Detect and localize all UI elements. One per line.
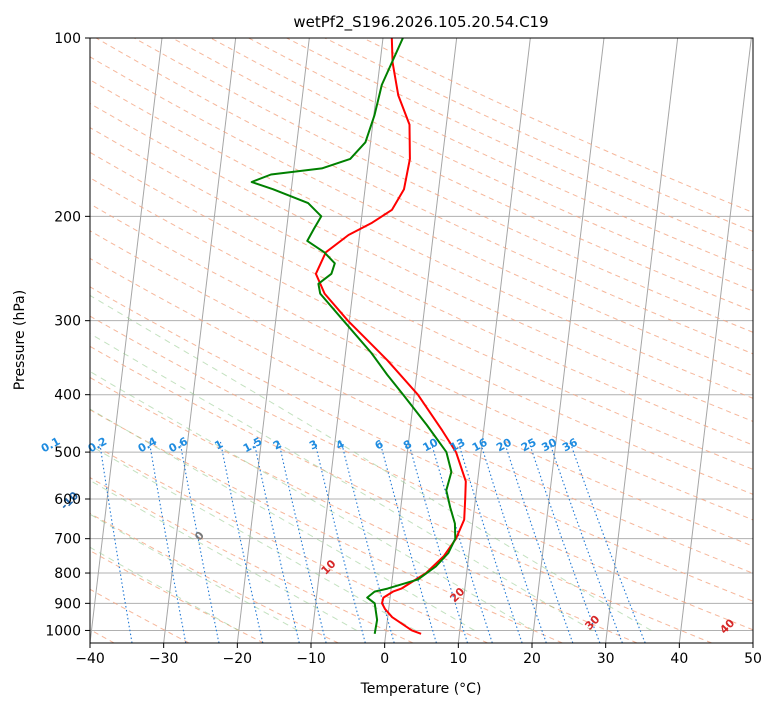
- moist-adiabat-line: [90, 444, 416, 631]
- isotherm-line: [605, 38, 679, 643]
- dry-adiabat-line: [90, 345, 712, 643]
- y-tick-label: 600: [54, 492, 81, 508]
- mixing-ratio-line: [148, 441, 187, 643]
- mixing-ratio-label: 36: [560, 436, 580, 455]
- dry-adiabat-line: [90, 512, 339, 643]
- x-tick-label: 40: [670, 651, 688, 667]
- isotherm-line: [457, 38, 531, 643]
- x-tick-label: 30: [597, 651, 615, 667]
- mixing-ratio-line: [340, 441, 395, 643]
- mixing-ratio-line: [528, 441, 601, 643]
- mixing-ratio-label: 10: [421, 436, 441, 455]
- isotherm-line: [236, 38, 310, 643]
- mixing-ratio-label: 16: [470, 436, 490, 455]
- mixing-ratio-line: [98, 441, 133, 643]
- mixing-ratio-line: [379, 441, 437, 643]
- y-tick-label: 900: [54, 596, 81, 612]
- x-tick-label: 50: [744, 651, 762, 667]
- dry-adiabat-line: [133, 38, 753, 333]
- mixing-ratio-line: [253, 441, 300, 643]
- x-tick-label: −20: [223, 651, 253, 667]
- y-tick-label: 400: [54, 388, 81, 404]
- x-tick-label: 20: [523, 651, 541, 667]
- mixing-ratio-label: 30: [539, 436, 559, 455]
- mixing-ratio-label: 20: [494, 436, 514, 455]
- y-axis-label: Pressure (hPa): [12, 290, 28, 390]
- dry-adiabat-line: [90, 151, 753, 470]
- dry-adiabat-line: [90, 177, 753, 495]
- dry-adiabat-line: [90, 550, 264, 643]
- profile-series: [250, 38, 467, 635]
- mixing-ratio-line: [314, 441, 366, 643]
- mixing-ratio-line: [179, 441, 220, 643]
- x-axis: −40 −30 −20 −10 0 10 20 30 40 50: [75, 643, 762, 667]
- y-tick-label: 1000: [45, 623, 81, 639]
- dry-adiabat-line: [90, 409, 563, 643]
- isotherm-line: [678, 38, 752, 643]
- x-axis-label: Temperature (°C): [360, 681, 482, 697]
- moist-adiabat-line: [90, 370, 534, 631]
- isotherm-line: [531, 38, 605, 643]
- dry-adiabat-line: [90, 286, 753, 602]
- temperature-profile-line: [314, 38, 467, 635]
- mixing-ratio-label: 13: [448, 436, 468, 455]
- y-tick-label: 500: [54, 445, 81, 461]
- y-tick-label: 800: [54, 566, 81, 582]
- mixing-ratio-line: [219, 441, 264, 643]
- mixing-ratio-line: [430, 441, 493, 643]
- mixing-ratio-line: [407, 441, 469, 643]
- isotherm-line: [163, 38, 237, 643]
- dry-adiabat-line: [90, 442, 488, 643]
- reference-lines: [90, 38, 753, 643]
- moist-adiabat-line: [90, 408, 475, 631]
- mixing-ratio-line: [548, 441, 623, 643]
- isotherm-line: [90, 38, 163, 643]
- y-tick-label: 300: [54, 314, 81, 330]
- y-tick-label: 700: [54, 532, 81, 548]
- x-tick-label: −30: [149, 651, 179, 667]
- dry-adiabat-line: [90, 230, 753, 547]
- dry-adiabat-line: [90, 376, 638, 643]
- moist-adiabat-line: [90, 294, 652, 631]
- x-tick-label: 0: [380, 651, 389, 667]
- dry-adiabat-line: [90, 56, 753, 377]
- dry-adiabat-line: [90, 257, 753, 574]
- isotherm-line: [310, 38, 384, 643]
- y-tick-label: 100: [54, 31, 81, 47]
- y-axis: 1000 900 800 700 600 500 400 300 200 100: [45, 31, 90, 639]
- mixing-ratio-label: 25: [519, 436, 539, 455]
- y-tick-label: 200: [54, 209, 81, 225]
- dewpoint-profile-line: [250, 38, 457, 634]
- mixing-ratio-line: [278, 441, 327, 643]
- x-tick-label: −40: [75, 651, 105, 667]
- x-tick-label: 10: [449, 651, 467, 667]
- dry-adiabat-line: [90, 102, 753, 422]
- dry-adiabat-line: [172, 38, 753, 312]
- chart-title: wetPf2_S196.2026.105.20.54.C19: [293, 13, 548, 32]
- moist-adiabat-line: [90, 332, 593, 631]
- plot-frame: [89, 37, 754, 644]
- x-tick-label: −10: [296, 651, 326, 667]
- isotherm-line: [384, 38, 458, 643]
- dry-adiabat-line: [90, 203, 753, 521]
